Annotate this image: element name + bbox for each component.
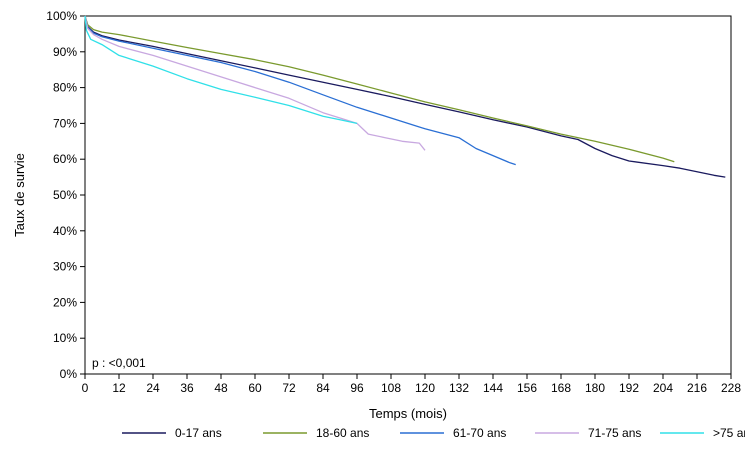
x-tick-label: 156 — [517, 381, 537, 395]
x-tick-label: 192 — [619, 381, 639, 395]
y-axis: 0% 10% 20% 30% 40% 50% 60% 70% 80% 90% 100% — [46, 9, 85, 381]
p-value-annotation: p : <0,001 — [92, 356, 146, 370]
x-tick-label: 12 — [112, 381, 126, 395]
x-axis-title: Temps (mois) — [369, 406, 447, 421]
x-tick-label: 144 — [483, 381, 503, 395]
x-tick-label: 24 — [146, 381, 160, 395]
x-tick-label: 108 — [381, 381, 401, 395]
x-tick-label: 84 — [316, 381, 330, 395]
x-tick-label: 120 — [415, 381, 435, 395]
y-tick-label: 100% — [46, 9, 77, 23]
series-line-18-60-ans — [84, 15, 675, 163]
y-tick-label: 30% — [53, 260, 77, 274]
x-tick-label: 204 — [653, 381, 673, 395]
y-tick-label: 10% — [53, 331, 77, 345]
x-tick-label: 180 — [585, 381, 605, 395]
x-tick-label: 36 — [180, 381, 194, 395]
series-line-75-ans — [84, 15, 358, 125]
y-tick-label: 40% — [53, 224, 77, 238]
legend-label: >75 ans — [713, 426, 745, 440]
x-tick-label: 216 — [687, 381, 707, 395]
y-tick-label: 50% — [53, 188, 77, 202]
x-tick-label: 48 — [214, 381, 228, 395]
series-line-71-75-ans — [84, 15, 426, 151]
y-axis-title: Taux de survie — [12, 153, 27, 237]
x-tick-label: 168 — [551, 381, 571, 395]
series-line-0-17-ans — [84, 15, 726, 178]
series-line-61-70-ans — [84, 15, 516, 166]
legend: 0-17 ans 18-60 ans 61-70 ans 71-75 ans >75 a… — [122, 426, 745, 440]
x-tick-label: 0 — [82, 381, 89, 395]
x-tick-label: 72 — [282, 381, 296, 395]
x-axis: 0 12 24 36 48 60 72 84 96 108 120 132 144 156 168 180 19… — [82, 374, 741, 395]
x-tick-label: 96 — [350, 381, 364, 395]
y-tick-label: 70% — [53, 116, 77, 130]
legend-label: 18-60 ans — [316, 426, 369, 440]
y-tick-label: 0% — [60, 367, 78, 381]
y-tick-label: 80% — [53, 81, 77, 95]
x-tick-label: 228 — [721, 381, 741, 395]
legend-label: 71-75 ans — [588, 426, 641, 440]
y-tick-label: 20% — [53, 295, 77, 309]
legend-label: 61-70 ans — [453, 426, 506, 440]
x-tick-label: 132 — [449, 381, 469, 395]
legend-label: 0-17 ans — [175, 426, 222, 440]
x-tick-label: 60 — [248, 381, 262, 395]
y-tick-label: 60% — [53, 152, 77, 166]
series-lines — [84, 15, 726, 178]
y-tick-label: 90% — [53, 45, 77, 59]
